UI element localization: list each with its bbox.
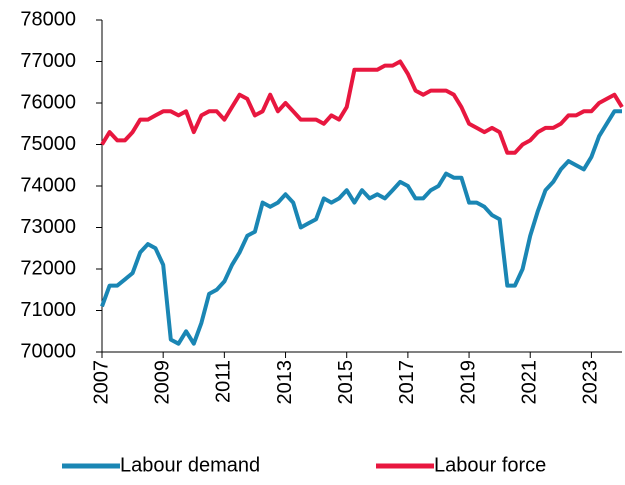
y-tick-label: 74000 (20, 174, 76, 196)
y-tick-label: 77000 (20, 50, 76, 72)
y-tick-label: 71000 (20, 299, 76, 321)
y-tick-label: 78000 (20, 8, 76, 30)
x-tick-label: 2017 (396, 360, 418, 405)
y-tick-label: 72000 (20, 257, 76, 279)
series-line (100, 109, 622, 346)
x-tick-label: 2023 (580, 360, 602, 405)
x-tick-label: 2019 (457, 360, 479, 405)
y-tick-label: 70000 (20, 340, 76, 362)
y-tick-label: 73000 (20, 216, 76, 238)
series-line (100, 59, 624, 155)
y-tick-label: 76000 (20, 91, 76, 113)
x-tick-label: 2015 (335, 360, 357, 405)
legend-label: Labour demand (120, 454, 260, 476)
legend-label: Labour force (434, 454, 546, 476)
x-tick-label: 2007 (90, 360, 112, 405)
x-tick-label: 2013 (274, 360, 296, 405)
x-tick-label: 2009 (151, 360, 173, 405)
x-tick-label: 2011 (213, 360, 235, 403)
y-tick-label: 75000 (20, 133, 76, 155)
x-tick-label: 2021 (519, 360, 541, 405)
